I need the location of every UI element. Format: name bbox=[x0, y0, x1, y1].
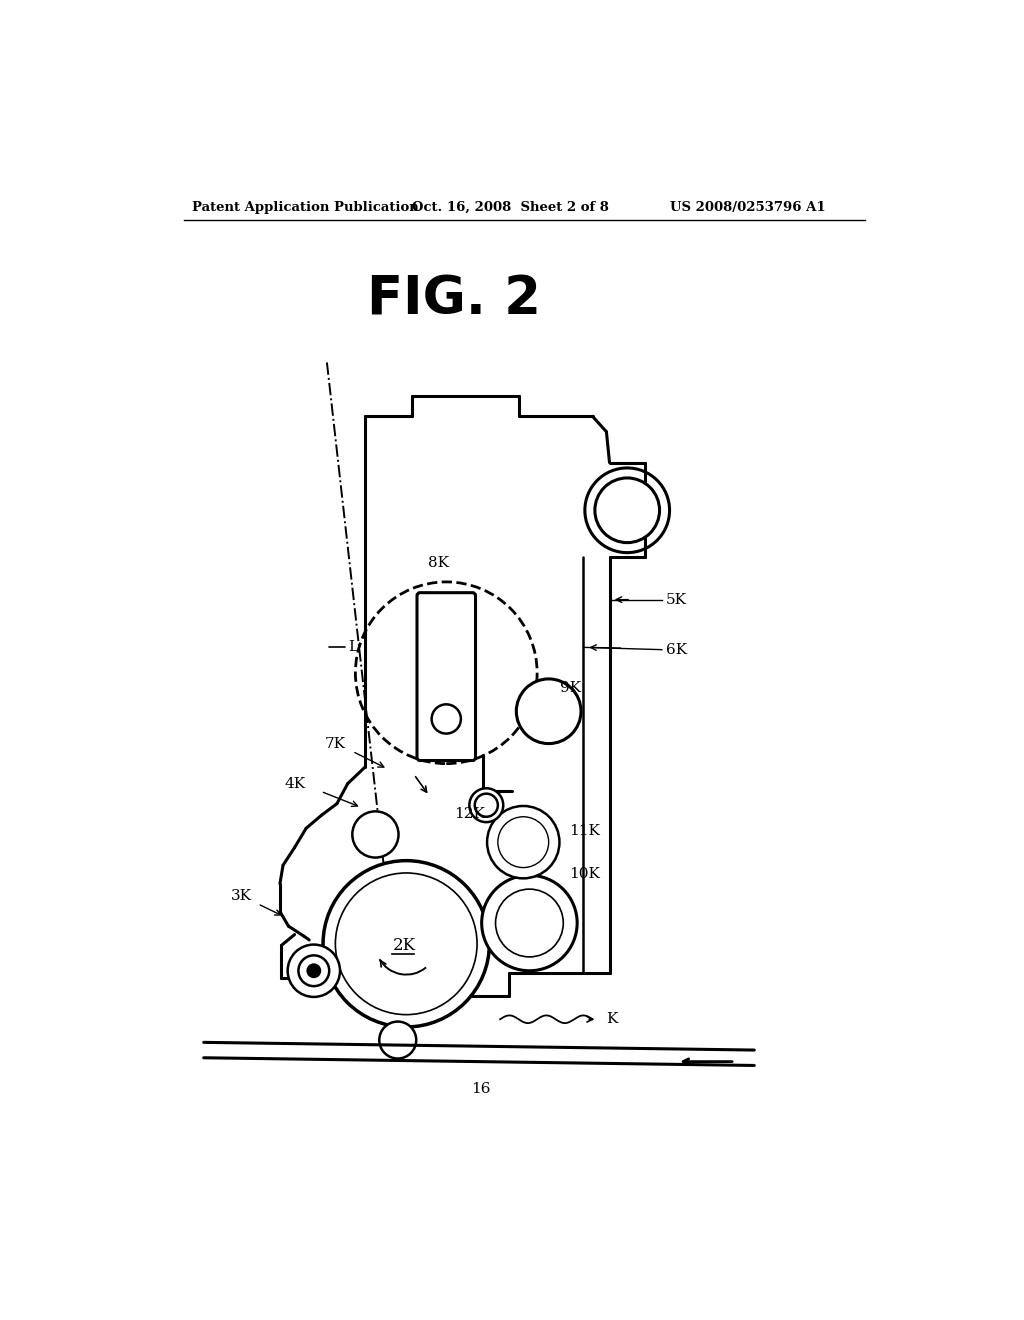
Text: 16: 16 bbox=[471, 1082, 490, 1097]
Circle shape bbox=[288, 945, 340, 997]
Circle shape bbox=[481, 875, 578, 970]
Circle shape bbox=[352, 812, 398, 858]
Text: 9K: 9K bbox=[560, 681, 582, 696]
Text: 10K: 10K bbox=[569, 867, 600, 882]
Text: 4K: 4K bbox=[285, 776, 306, 791]
Circle shape bbox=[595, 478, 659, 543]
Circle shape bbox=[516, 678, 581, 743]
Circle shape bbox=[379, 1022, 416, 1059]
Circle shape bbox=[298, 956, 330, 986]
Text: Patent Application Publication: Patent Application Publication bbox=[193, 201, 419, 214]
FancyBboxPatch shape bbox=[417, 593, 475, 760]
Text: 3K: 3K bbox=[230, 890, 252, 903]
Text: 8K: 8K bbox=[428, 556, 450, 570]
Circle shape bbox=[307, 965, 319, 977]
Text: 6K: 6K bbox=[666, 643, 687, 656]
Text: 11K: 11K bbox=[569, 824, 600, 838]
Circle shape bbox=[487, 807, 559, 878]
Text: FIG. 2: FIG. 2 bbox=[367, 275, 541, 326]
Text: Oct. 16, 2008  Sheet 2 of 8: Oct. 16, 2008 Sheet 2 of 8 bbox=[412, 201, 608, 214]
Text: US 2008/0253796 A1: US 2008/0253796 A1 bbox=[670, 201, 825, 214]
Text: 12K: 12K bbox=[454, 808, 484, 821]
Text: L: L bbox=[348, 640, 358, 655]
Text: K: K bbox=[606, 1012, 617, 1026]
Text: 2K: 2K bbox=[392, 937, 416, 954]
Text: 7K: 7K bbox=[325, 737, 346, 751]
Circle shape bbox=[432, 705, 461, 734]
Circle shape bbox=[323, 861, 489, 1027]
Circle shape bbox=[469, 788, 503, 822]
Text: 5K: 5K bbox=[666, 593, 687, 607]
